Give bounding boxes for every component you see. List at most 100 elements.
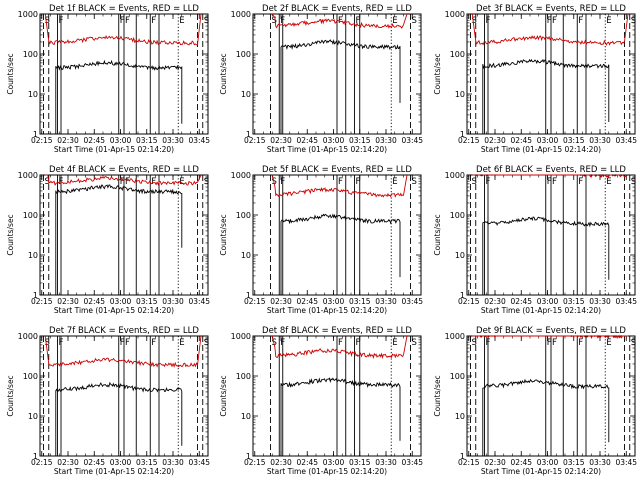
x-tick-label: 03:45 xyxy=(615,458,637,467)
lld-series-line xyxy=(472,174,629,178)
x-tick-label: 03:00 xyxy=(110,136,132,145)
y-tick-label: 1000 xyxy=(445,10,465,19)
y-tick-label: 1000 xyxy=(231,10,251,19)
y-tick-label: 1 xyxy=(460,291,465,300)
x-tick-label: 03:45 xyxy=(188,458,210,467)
marker-label: S xyxy=(412,338,417,348)
marker-label: E xyxy=(392,177,397,187)
events-series-line xyxy=(482,58,610,134)
x-tick-label: 02:15 xyxy=(244,458,266,467)
chart-panel-8: Det 8f BLACK = Events, RED = LLD 1 10 100 10… xyxy=(219,326,423,476)
y-tick-label: 10 xyxy=(455,412,465,421)
x-tick-label: 02:45 xyxy=(510,458,532,467)
y-tick-label: 1 xyxy=(33,452,38,461)
y-tick-label: 10 xyxy=(241,251,251,260)
marker-label: F xyxy=(338,338,343,348)
marker-label: E xyxy=(179,16,184,26)
x-tick-label: 02:30 xyxy=(57,458,79,467)
x-tick-label: 02:15 xyxy=(31,136,53,145)
x-tick-label: 03:00 xyxy=(323,458,345,467)
chart-title: Det 3f BLACK = Events, RED = LLD xyxy=(476,4,626,14)
y-tick-label: 1000 xyxy=(18,10,38,19)
marker-label: S xyxy=(412,16,417,26)
x-tick-label: 02:45 xyxy=(83,136,105,145)
x-tick-label: 03:00 xyxy=(537,136,559,145)
x-axis-label: Start Time (01-Apr-15 02:14:20) xyxy=(54,145,174,154)
x-axis-label: Start Time (01-Apr-15 02:14:20) xyxy=(481,467,601,476)
x-tick-label: 03:30 xyxy=(162,458,184,467)
x-tick-label: 02:30 xyxy=(270,458,292,467)
x-tick-label: 03:30 xyxy=(162,297,184,306)
x-tick-label: 02:45 xyxy=(510,297,532,306)
x-tick-label: 02:30 xyxy=(270,136,292,145)
y-tick-label: 1000 xyxy=(231,171,251,180)
events-series-line xyxy=(482,378,610,456)
y-axis-label: Counts/sec xyxy=(219,214,228,255)
marker-label: E xyxy=(179,177,184,187)
x-axis-label: Start Time (01-Apr-15 02:14:20) xyxy=(54,306,174,315)
chart-panel-1: Det 1f BLACK = Events, RED = LLD 1 10 100 10… xyxy=(6,4,210,154)
marker-label: F xyxy=(552,16,557,26)
events-series-line xyxy=(55,381,183,456)
marker-label: F xyxy=(120,16,125,26)
x-tick-label: 03:00 xyxy=(110,458,132,467)
x-axis-label: Start Time (01-Apr-15 02:14:20) xyxy=(267,467,387,476)
marker-label: F xyxy=(547,177,552,187)
x-tick-label: 02:30 xyxy=(57,297,79,306)
marker-label: S xyxy=(204,338,209,348)
events-series-line xyxy=(55,59,183,134)
x-axis-label: Start Time (01-Apr-15 02:14:20) xyxy=(54,467,174,476)
marker-label: F xyxy=(125,16,130,26)
marker-label: S xyxy=(472,16,477,26)
events-series-line xyxy=(280,377,401,456)
y-tick-label: 10 xyxy=(241,412,251,421)
x-tick-label: 03:15 xyxy=(563,297,585,306)
marker-label: E xyxy=(606,177,611,187)
y-tick-label: 10 xyxy=(28,90,38,99)
x-tick-label: 02:30 xyxy=(484,297,506,306)
marker-label: F xyxy=(552,177,557,187)
events-series-line xyxy=(482,216,610,295)
chart-panel-4: Det 4f BLACK = Events, RED = LLD 1 10 100 10… xyxy=(6,165,210,315)
x-tick-label: 03:45 xyxy=(188,136,210,145)
x-tick-label: 02:15 xyxy=(31,458,53,467)
y-tick-label: 10 xyxy=(455,90,465,99)
x-tick-label: 02:15 xyxy=(458,297,480,306)
y-tick-label: 1000 xyxy=(445,171,465,180)
x-tick-label: 02:15 xyxy=(244,136,266,145)
x-tick-label: 03:30 xyxy=(589,458,611,467)
marker-label: F xyxy=(125,338,130,348)
marker-label: S xyxy=(472,338,477,348)
y-tick-label: 100 xyxy=(236,372,251,381)
y-tick-label: 1 xyxy=(33,291,38,300)
marker-label: F xyxy=(552,338,557,348)
x-tick-label: 03:15 xyxy=(349,136,371,145)
y-tick-label: 100 xyxy=(23,50,38,59)
y-tick-label: 1000 xyxy=(18,171,38,180)
y-tick-label: 1000 xyxy=(445,332,465,341)
marker-label: S xyxy=(204,16,209,26)
x-tick-label: 03:45 xyxy=(615,136,637,145)
x-tick-label: 03:45 xyxy=(401,458,423,467)
marker-label: S xyxy=(631,16,636,26)
y-axis-label: Counts/sec xyxy=(6,375,15,416)
y-tick-label: 1 xyxy=(33,130,38,139)
lld-series-line xyxy=(271,13,408,29)
x-axis-label: Start Time (01-Apr-15 02:14:20) xyxy=(481,145,601,154)
x-tick-label: 03:30 xyxy=(589,297,611,306)
y-tick-label: 100 xyxy=(450,211,465,220)
y-tick-label: 10 xyxy=(455,251,465,260)
x-tick-label: 03:45 xyxy=(615,297,637,306)
marker-label: F xyxy=(578,177,583,187)
events-series-line xyxy=(55,184,183,295)
x-tick-label: 02:15 xyxy=(31,297,53,306)
x-tick-label: 02:45 xyxy=(83,297,105,306)
marker-label: F xyxy=(356,177,361,187)
marker-label: F xyxy=(151,16,156,26)
y-tick-label: 1 xyxy=(246,130,251,139)
chart-panel-7: Det 7f BLACK = Events, RED = LLD 1 10 100 10… xyxy=(6,326,210,476)
marker-label: E xyxy=(392,16,397,26)
marker-label: F xyxy=(356,338,361,348)
marker-label: E xyxy=(392,338,397,348)
